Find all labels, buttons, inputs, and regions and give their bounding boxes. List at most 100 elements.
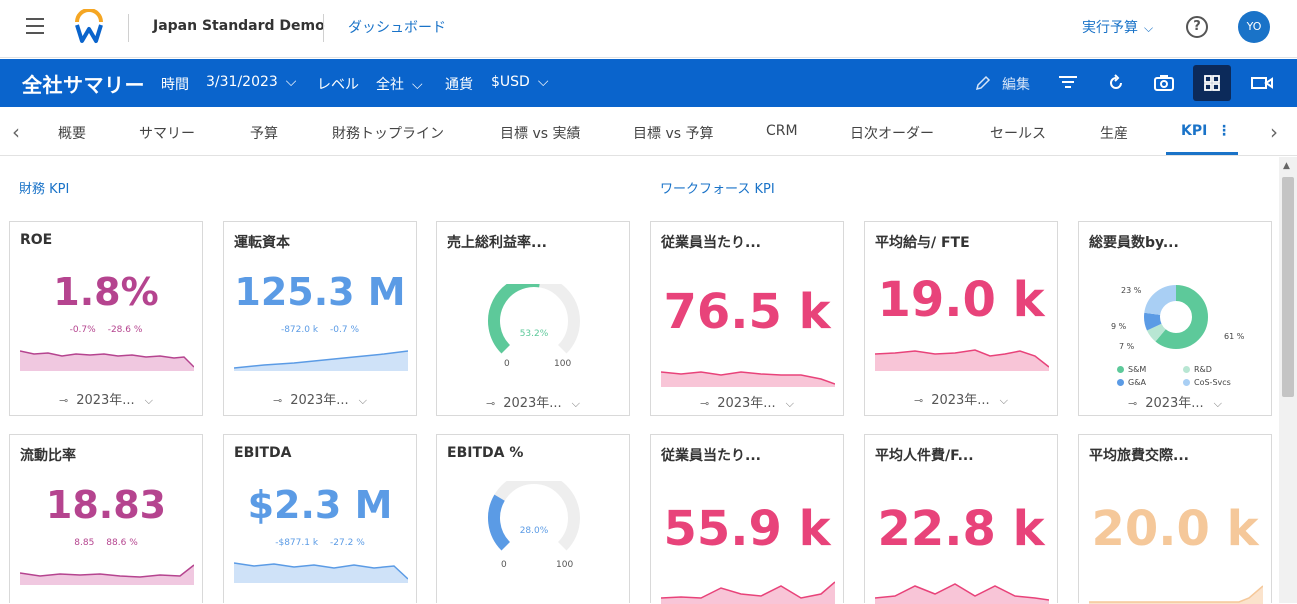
legend-item: R&D — [1183, 365, 1212, 374]
tab-kpi[interactable]: KPI — [1181, 123, 1208, 139]
period-selector[interactable]: ⊸ 2023年... ⌵ — [224, 389, 416, 408]
active-tab-indicator — [1166, 152, 1238, 155]
period-label: 2023年... — [1145, 396, 1204, 411]
kpi-value: 18.83 — [45, 483, 167, 527]
filter-button[interactable] — [1049, 65, 1087, 101]
tab-sales[interactable]: セールス — [990, 126, 1046, 142]
tab-target-vs-actual[interactable]: 目標 vs 実績 — [500, 126, 581, 142]
kpi-card-avg-labor-cost[interactable]: 平均人件費/F... 22.8 k — [864, 434, 1058, 604]
menu-icon[interactable] — [26, 18, 44, 34]
present-button[interactable] — [1243, 65, 1281, 101]
card-title: 流動比率 — [20, 448, 76, 464]
gauge-value: 28.0% — [519, 526, 549, 536]
workforce-kpi-heading: ワークフォース KPI — [660, 182, 775, 197]
kpi-card-roe[interactable]: ROE 1.8% -0.7% -28.6 % ⊸ 2023年... ⌵ — [9, 221, 203, 416]
kpi-card-ebitda[interactable]: EBITDA $2.3 M -$877.1 k -27.2 % — [223, 434, 417, 603]
kpi-card-revenue-per-employee-2[interactable]: 従業員当たり... 55.9 k — [650, 434, 844, 604]
dashboard-link[interactable]: ダッシュボード — [348, 20, 446, 36]
kpi-value: 125.3 M — [234, 270, 406, 314]
refresh-button[interactable] — [1097, 65, 1135, 101]
refresh-icon — [1110, 74, 1122, 89]
card-title: ROE — [20, 232, 53, 248]
edit-label[interactable]: 編集 — [1002, 77, 1030, 93]
card-title: EBITDA — [234, 445, 292, 461]
chevron-right-icon[interactable]: › — [1270, 120, 1278, 144]
tab-finance-topline[interactable]: 財務トップライン — [332, 126, 444, 142]
kpi-value: 1.8% — [53, 270, 159, 314]
chevron-down-icon: ⌵ — [571, 397, 581, 410]
period-label: 2023年... — [717, 396, 776, 411]
kpi-card-revenue-per-employee[interactable]: 従業員当たり... 76.5 k ⊸ 2023年... ⌵ — [650, 221, 844, 416]
avatar[interactable]: YO — [1238, 11, 1270, 43]
period-selector[interactable]: ⊸ 2023年... ⌵ — [437, 392, 629, 411]
period-selector[interactable]: ⊸ 2023年... ⌵ — [865, 389, 1057, 408]
camera-icon — [1154, 75, 1174, 91]
tab-target-vs-budget[interactable]: 目標 vs 予算 — [633, 126, 714, 142]
period-selector[interactable]: ⊸ 2023年... ⌵ — [1079, 392, 1271, 411]
tab-daily-orders[interactable]: 日次オーダー — [850, 126, 934, 142]
period-selector[interactable]: ⊸ 2023年... ⌵ — [10, 389, 202, 408]
variance-abs: -872.0 k — [280, 325, 319, 335]
scrollbar-thumb[interactable] — [1282, 177, 1294, 397]
card-title: 従業員当たり... — [661, 448, 761, 464]
donut-label: 9 % — [1111, 322, 1127, 331]
level-label: レベル — [317, 77, 359, 93]
scroll-up-icon[interactable]: ▲ — [1283, 161, 1290, 171]
variance-abs: -0.7% — [69, 325, 96, 335]
gauge-chart — [488, 481, 580, 551]
chevron-down-icon: ⌵ — [144, 394, 154, 407]
period-selector[interactable]: ⊸ 2023年... ⌵ — [651, 392, 843, 411]
kpi-card-avg-salary[interactable]: 平均給与/ FTE 19.0 k ⊸ 2023年... ⌵ — [864, 221, 1058, 416]
gauge-min: 0 — [501, 560, 507, 570]
tab-overview[interactable]: 概要 — [58, 126, 86, 142]
pencil-icon — [975, 75, 991, 91]
workday-logo[interactable] — [72, 8, 106, 45]
variance-pct: -27.2 % — [330, 538, 365, 548]
kpi-card-avg-travel[interactable]: 平均旅費交際... 20.0 k — [1078, 434, 1272, 604]
tab-budget[interactable]: 予算 — [250, 126, 278, 142]
edit-button[interactable] — [964, 65, 1002, 101]
level-filter[interactable]: 全社 ⌵ — [376, 74, 423, 94]
help-icon[interactable]: ? — [1186, 16, 1208, 38]
card-title: 従業員当たり... — [661, 235, 761, 251]
donut-label: 23 % — [1121, 286, 1142, 295]
kpi-card-ebitda-pct[interactable]: EBITDA % 28.0% 0 100 — [436, 434, 630, 603]
kpi-card-gross-margin[interactable]: 売上総利益率... 53.2% 0 100 ⊸ 2023年... ⌵ — [436, 221, 630, 416]
kpi-card-current-ratio[interactable]: 流動比率 18.83 8.85 88.6 % — [9, 434, 203, 603]
card-title: 平均人件費/F... — [875, 448, 974, 464]
kpi-value: 19.0 k — [877, 272, 1045, 328]
tab-bar: ‹ 概要 サマリー 予算 財務トップライン 目標 vs 実績 目標 vs 予算 … — [0, 108, 1297, 156]
donut-label: 7 % — [1119, 342, 1135, 351]
chevron-left-icon[interactable]: ‹ — [12, 120, 20, 144]
pin-icon: ⊸ — [913, 394, 924, 407]
kebab-menu-icon[interactable]: ⋮ — [1217, 123, 1231, 139]
sparkline — [875, 349, 1049, 371]
time-filter[interactable]: 3/31/2023 ⌵ — [206, 74, 296, 90]
donut-slice-ga — [1144, 285, 1208, 349]
kpi-card-working-capital[interactable]: 運転資本 125.3 M -872.0 k -0.7 % ⊸ 2023年... ⌵ — [223, 221, 417, 416]
time-label: 時間 — [161, 77, 189, 93]
card-title: 売上総利益率... — [447, 235, 547, 251]
gauge-value: 53.2% — [519, 329, 549, 339]
finance-kpi-heading: 財務 KPI — [19, 182, 70, 197]
kpi-card-headcount[interactable]: 総要員数by... 23 % 9 % 7 % 61 % S&M R&D G&A … — [1078, 221, 1272, 416]
gauge-chart — [488, 284, 580, 354]
sparkline — [234, 350, 408, 371]
card-title: 平均旅費交際... — [1089, 448, 1189, 464]
video-icon — [1251, 77, 1273, 89]
tab-production[interactable]: 生産 — [1100, 126, 1128, 142]
currency-label: 通貨 — [445, 77, 473, 93]
grid-view-button[interactable] — [1193, 65, 1231, 101]
sparkline — [20, 564, 194, 585]
period-label: 2023年... — [931, 393, 990, 408]
scrollbar[interactable]: ▲ — [1279, 157, 1297, 603]
currency-filter[interactable]: $USD ⌵ — [491, 74, 548, 90]
budget-dropdown[interactable]: 実行予算 ⌵ — [1082, 17, 1153, 37]
gauge-max: 100 — [554, 359, 572, 369]
card-title: 平均給与/ FTE — [875, 235, 970, 251]
snapshot-button[interactable] — [1145, 65, 1183, 101]
time-value: 3/31/2023 — [206, 74, 278, 90]
gauge-fill — [488, 284, 540, 354]
tab-summary[interactable]: サマリー — [139, 126, 195, 142]
tab-crm[interactable]: CRM — [766, 123, 798, 139]
